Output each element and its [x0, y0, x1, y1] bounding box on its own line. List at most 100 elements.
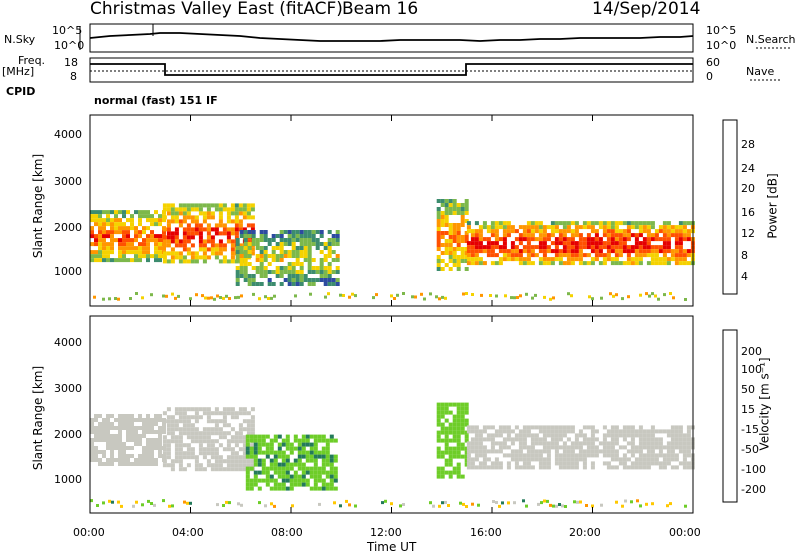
heatmap-cell: [295, 254, 300, 258]
heatmap-cell: [110, 422, 114, 426]
heatmap-cell: [98, 254, 102, 259]
heatmap-cell: [311, 258, 316, 262]
heatmap-cell: [494, 225, 499, 230]
heatmap-cell: [106, 210, 110, 215]
heatmap-cell: [440, 422, 445, 427]
heatmap-cell: [436, 235, 441, 239]
heatmap-cell: [243, 258, 248, 262]
heatmap-cell: [118, 242, 122, 247]
heatmap-cell: [158, 454, 162, 458]
heatmap-cell: [464, 446, 469, 451]
heatmap-cell: [448, 247, 453, 251]
heatmap-cell: [678, 461, 683, 466]
heatmap-cell: [452, 235, 457, 239]
heatmap-cell: [299, 262, 304, 266]
heatmap-cell: [265, 478, 270, 483]
heatmap-cell: [650, 457, 655, 462]
heatmap-cell: [460, 259, 465, 263]
heatmap-cell: [299, 278, 304, 282]
heatmap-cell: [190, 251, 195, 256]
heatmap-cell: [574, 257, 579, 262]
heatmap-cell: [440, 474, 445, 479]
heatmap-cell: [594, 233, 599, 238]
heatmap-cell: [311, 238, 316, 242]
heatmap-cell: [634, 221, 639, 226]
heatmap-cell: [170, 231, 175, 236]
heatmap-cell: [486, 465, 491, 470]
heatmap-cell: [506, 233, 511, 238]
heatmap-cell: [645, 502, 648, 506]
heatmap-cell: [482, 429, 487, 434]
heatmap-cell: [678, 425, 683, 430]
heatmap-cell: [345, 499, 348, 503]
heatmap-cell: [670, 253, 675, 258]
heatmap-cell: [214, 227, 219, 232]
heatmap-cell: [198, 435, 203, 440]
heatmap-cell: [464, 458, 469, 463]
heatmap-cell: [444, 263, 449, 267]
heatmap-cell: [474, 245, 479, 250]
heatmap-cell: [291, 262, 296, 266]
heatmap-cell: [158, 246, 162, 251]
heatmap-cell: [674, 457, 679, 462]
heatmap-cell: [634, 253, 639, 258]
heatmap-cell: [323, 282, 328, 286]
heatmap-cell: [259, 258, 264, 262]
heatmap-cell: [118, 218, 122, 223]
heatmap-cell: [267, 270, 272, 274]
heatmap-cell: [466, 229, 471, 234]
heatmap-cell: [225, 294, 228, 298]
heatmap-cell: [452, 239, 457, 243]
heatmap-cell: [650, 425, 655, 430]
heatmap-cell: [98, 234, 102, 239]
x-tick-1600: 16:00: [470, 526, 502, 539]
heatmap-cell: [482, 225, 487, 230]
heatmap-cell: [626, 441, 631, 446]
heatmap-cell: [494, 429, 499, 434]
heatmap-cell: [615, 293, 618, 297]
heatmap-cell: [478, 465, 483, 470]
heatmap-cell: [174, 231, 179, 236]
heatmap-cell: [562, 465, 567, 470]
heatmap-cell: [250, 247, 255, 252]
heatmap-cell: [323, 278, 328, 282]
heatmap-cell: [591, 504, 594, 508]
heatmap-cell: [250, 459, 255, 464]
heatmap-cell: [255, 266, 260, 270]
power-cbar-tick-24: 24: [741, 162, 755, 175]
heatmap-cell: [534, 437, 539, 442]
heatmap-cell: [250, 419, 255, 424]
heatmap-cell: [273, 462, 278, 467]
heatmap-cell: [456, 267, 461, 271]
heatmap-cell: [558, 229, 563, 234]
heatmap-cell: [245, 474, 250, 479]
heatmap-cell: [658, 429, 663, 434]
heatmap-cell: [502, 453, 507, 458]
heatmap-cell: [554, 441, 559, 446]
heatmap-cell: [526, 253, 531, 258]
heatmap-cell: [550, 249, 555, 254]
heatmap-cell: [614, 433, 619, 438]
heatmap-cell: [134, 250, 138, 255]
heatmap-cell: [251, 274, 256, 278]
heatmap-cell: [253, 454, 258, 459]
heatmap-cell: [198, 467, 203, 472]
heatmap-cell: [178, 463, 183, 468]
heatmap-cell: [478, 461, 483, 466]
heatmap-cell: [158, 430, 162, 434]
heatmap-cell: [448, 227, 453, 231]
heatmap-cell: [333, 478, 338, 483]
heatmap-cell: [436, 199, 441, 203]
heatmap-cell: [174, 215, 179, 220]
heatmap-cell: [642, 465, 647, 470]
heatmap-cell: [650, 225, 655, 230]
heatmap-cell: [251, 238, 256, 242]
heatmap-cell: [94, 446, 98, 450]
heatmap-cell: [153, 503, 156, 507]
heatmap-cell: [566, 261, 571, 266]
heatmap-cell: [287, 266, 292, 270]
heatmap-cell: [239, 258, 244, 262]
heatmap-cell: [522, 441, 527, 446]
heatmap-cell: [301, 474, 306, 479]
heatmap-cell: [682, 225, 687, 230]
